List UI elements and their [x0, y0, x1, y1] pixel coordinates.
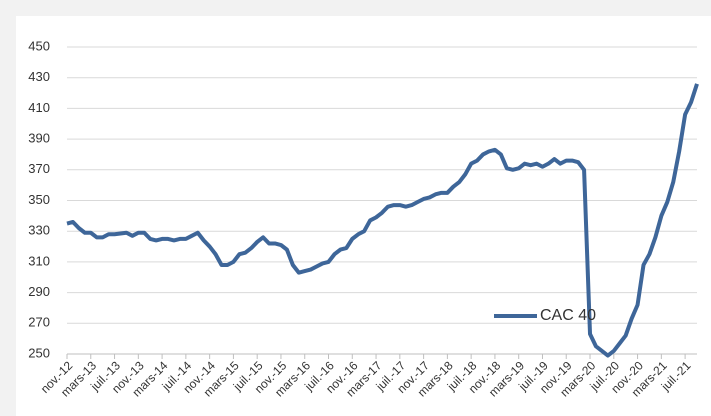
y-tick-label: 330 — [28, 223, 50, 238]
y-tick-label: 390 — [28, 131, 50, 146]
y-tick-label: 430 — [28, 69, 50, 84]
line-series — [66, 83, 699, 358]
y-tick-label: 310 — [28, 253, 50, 268]
y-tick-label: 290 — [28, 284, 50, 299]
y-tick-label: 370 — [28, 161, 50, 176]
legend-label: CAC 40 — [540, 307, 596, 324]
y-tick-label: 270 — [28, 315, 50, 330]
y-tick-label: 410 — [28, 100, 50, 115]
y-tick-label: 250 — [28, 345, 50, 360]
chart-area — [16, 16, 711, 416]
y-tick-label: 350 — [28, 192, 50, 207]
y-tick-label: 450 — [28, 38, 50, 53]
